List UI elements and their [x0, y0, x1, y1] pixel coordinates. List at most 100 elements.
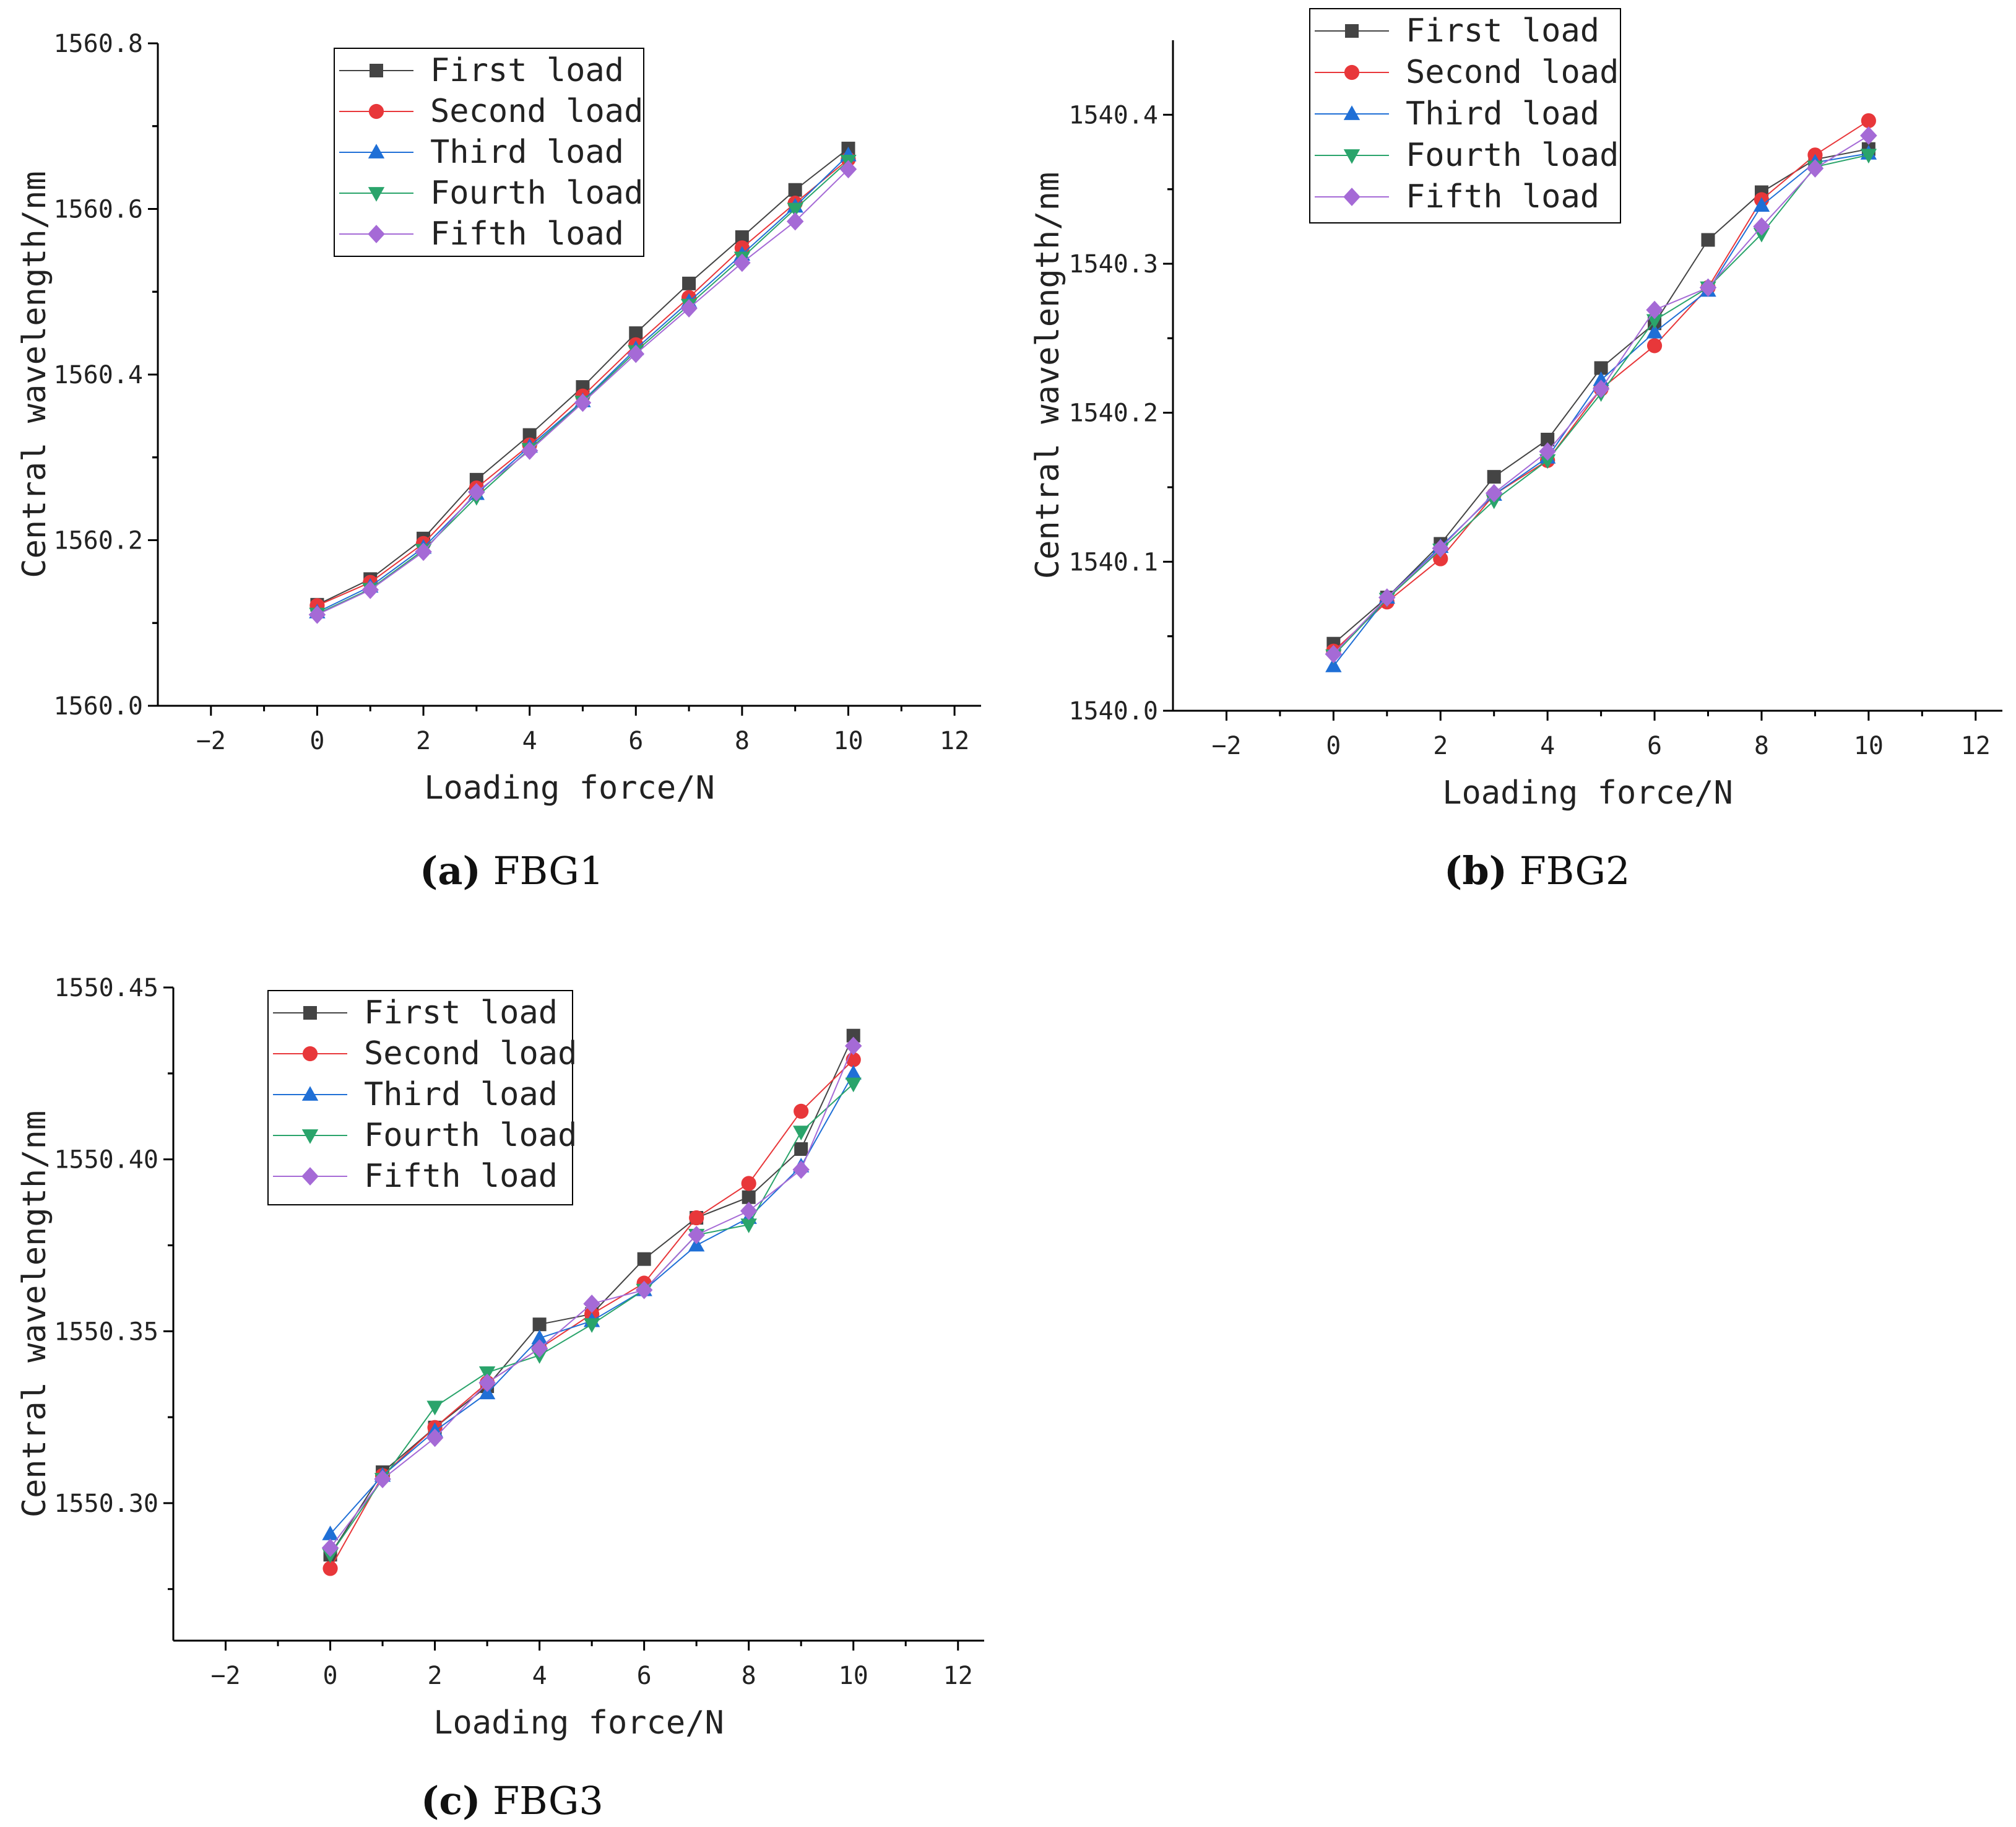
x-tick-label: 12	[943, 1662, 973, 1690]
data-point	[845, 1077, 862, 1093]
legend-label: Fifth load	[364, 1158, 558, 1195]
data-point	[1432, 539, 1450, 558]
data-point	[583, 1294, 600, 1313]
data-point	[787, 202, 803, 218]
data-point	[629, 326, 643, 341]
data-point	[532, 1317, 547, 1332]
y-tick-label: 1540.1	[1069, 548, 1159, 576]
data-point	[361, 580, 379, 599]
x-tick-label: 2	[428, 1662, 443, 1690]
y-tick-label: 1540.2	[1069, 399, 1159, 428]
caption-fbg3: (c) FBG3	[421, 1778, 604, 1823]
data-point	[1539, 442, 1556, 461]
data-point	[741, 1176, 756, 1191]
caption-fbg1: (a) FBG1	[420, 848, 604, 893]
y-tick-label: 1550.40	[54, 1146, 158, 1174]
data-point	[530, 1339, 548, 1358]
x-tick-label: 10	[833, 727, 863, 755]
data-point	[1378, 588, 1396, 607]
data-point	[521, 441, 539, 460]
data-point	[1860, 149, 1877, 164]
x-axis-label: Loading force/N	[424, 770, 715, 807]
data-point	[1594, 361, 1608, 375]
y-tick-label: 1550.35	[54, 1317, 158, 1346]
data-point	[680, 299, 698, 318]
x-tick-label: 12	[1961, 732, 1991, 760]
data-point	[794, 1142, 808, 1156]
data-point	[839, 160, 857, 179]
caption-fbg2: (b) FBG2	[1444, 848, 1630, 893]
data-point	[1646, 314, 1663, 329]
legend-marker	[370, 64, 383, 77]
x-tick-label: 12	[940, 727, 969, 755]
x-axis-label: Loading force/N	[433, 1704, 724, 1742]
data-point	[308, 605, 326, 624]
data-point	[1485, 484, 1503, 503]
legend-marker	[1343, 188, 1361, 206]
data-point	[735, 230, 749, 244]
data-point	[583, 1318, 600, 1333]
legend-label: First load	[1406, 12, 1599, 50]
caption-label: (a)	[420, 848, 481, 893]
legend-marker	[368, 103, 384, 119]
legend-marker	[368, 225, 385, 243]
legend-label: First load	[430, 52, 624, 89]
data-point	[1433, 551, 1448, 566]
legend-box	[1309, 8, 1621, 223]
data-point	[426, 1428, 444, 1447]
data-point	[627, 344, 645, 363]
y-tick-label: 1560.4	[54, 361, 144, 389]
legend-label: Fifth load	[430, 215, 624, 253]
x-tick-label: 4	[1540, 732, 1555, 760]
data-point	[426, 1400, 443, 1416]
legend-box	[267, 990, 573, 1205]
x-tick-label: −2	[1211, 732, 1241, 760]
data-point	[468, 483, 485, 501]
legend-label: Fifth load	[1406, 178, 1599, 215]
legend-marker	[303, 1006, 317, 1020]
data-point	[478, 1373, 496, 1392]
x-axis-label: Loading force/N	[1442, 775, 1733, 812]
y-tick-label: 1560.2	[54, 527, 144, 555]
data-point	[574, 393, 592, 412]
data-point	[1860, 126, 1877, 145]
data-point	[1487, 470, 1501, 484]
y-axis-label: Central wavelength/nm	[16, 1111, 53, 1517]
legend-label: Second load	[1406, 54, 1619, 91]
legend-label: Fourth load	[1406, 137, 1619, 174]
y-axis-label: Central wavelength/nm	[16, 171, 53, 578]
series-line	[1333, 152, 1869, 667]
data-point	[1646, 338, 1663, 354]
x-tick-label: 0	[1326, 732, 1341, 760]
data-point	[786, 212, 804, 231]
legend-marker	[1345, 24, 1359, 38]
x-tick-label: 2	[1433, 732, 1448, 760]
data-point	[1325, 657, 1342, 672]
chart-fbg2: −2 0 2 4 6 8 10 12 1540.0 1540.1 1540.2 1540.3 1540.…	[1029, 8, 2002, 812]
data-point	[531, 1329, 548, 1345]
data-point	[682, 276, 696, 290]
x-tick-label: 8	[735, 727, 750, 755]
x-tick-label: 8	[1754, 732, 1769, 760]
x-tick-label: 6	[1647, 732, 1662, 760]
data-point	[846, 1028, 860, 1043]
legend-marker	[368, 187, 385, 202]
data-point	[415, 542, 432, 562]
data-point	[321, 1538, 339, 1557]
y-tick-label: 1540.0	[1069, 697, 1159, 726]
legend-marker	[1343, 105, 1361, 120]
x-tick-label: 0	[309, 727, 324, 755]
y-axis-label: Central wavelength/nm	[1029, 172, 1066, 579]
legend-marker	[1343, 149, 1361, 164]
legend-label: Second load	[364, 1035, 577, 1072]
data-point	[374, 1470, 391, 1488]
data-point	[688, 1225, 705, 1244]
x-tick-label: 10	[1854, 732, 1884, 760]
data-point	[794, 1103, 809, 1119]
data-point	[740, 1202, 758, 1220]
y-tick-label: 1560.8	[54, 30, 144, 58]
x-tick-label: 10	[839, 1662, 868, 1690]
data-point	[1753, 217, 1770, 236]
legend-label: Second load	[430, 93, 643, 130]
x-tick-label: 4	[522, 727, 537, 755]
